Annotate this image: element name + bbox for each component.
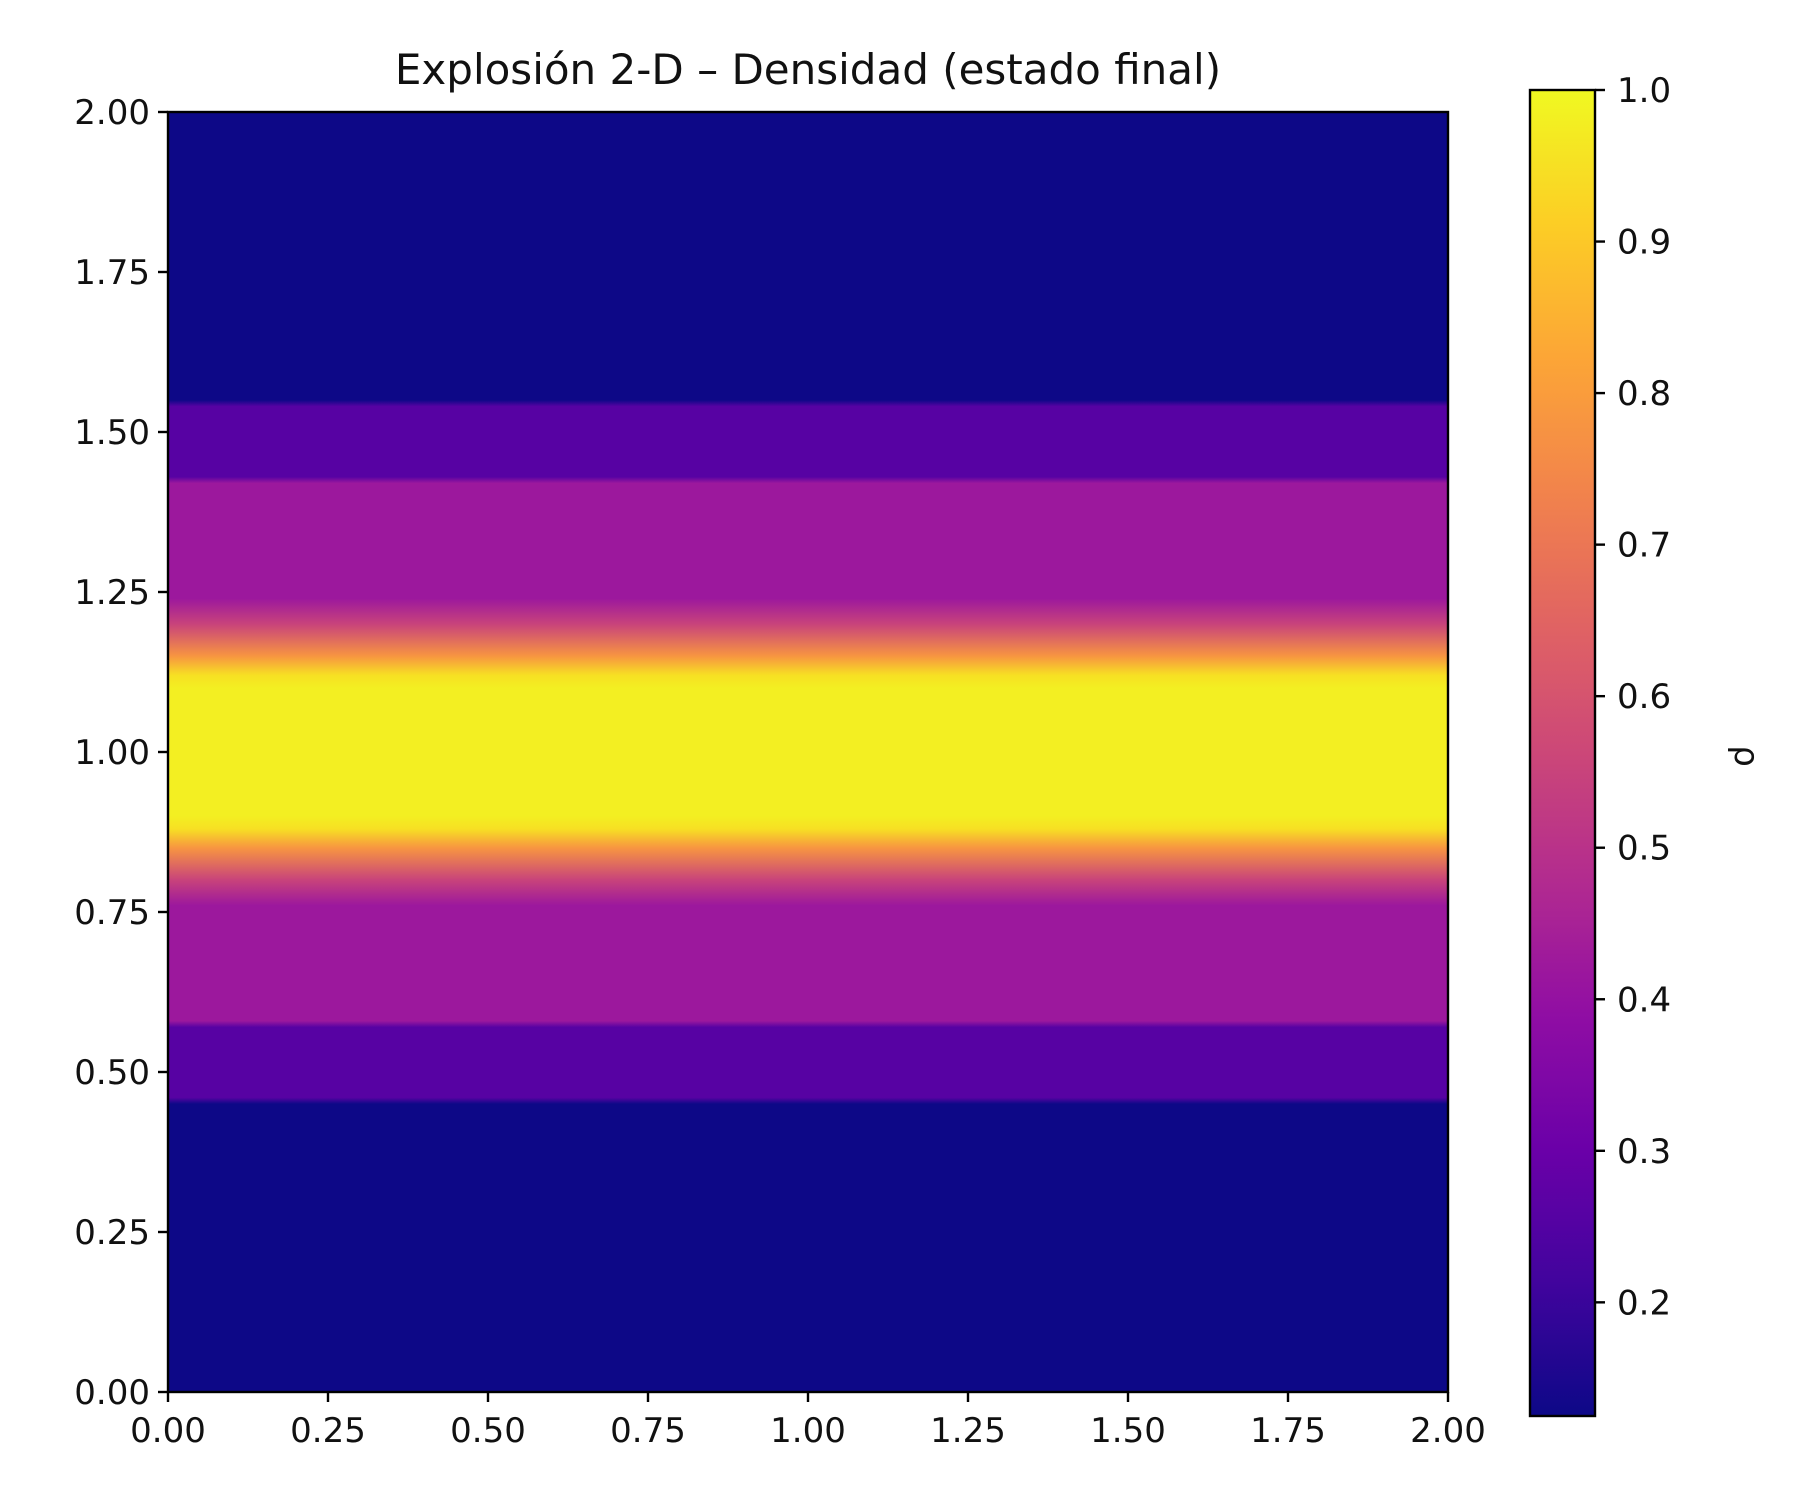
y-tick-label: 0.75 xyxy=(74,893,150,933)
colorbar-tick-label: 0.5 xyxy=(1617,829,1671,869)
x-tick-label: 0.25 xyxy=(290,1411,366,1451)
colorbar-tick-label: 0.6 xyxy=(1617,677,1671,717)
x-tick-label: 0.00 xyxy=(130,1411,206,1451)
y-tick-label: 1.50 xyxy=(74,413,150,453)
colorbar-tick-label: 0.3 xyxy=(1617,1132,1671,1172)
x-tick-label: 1.00 xyxy=(770,1411,846,1451)
colorbar-tick-label: 0.2 xyxy=(1617,1283,1671,1323)
y-tick-label: 2.00 xyxy=(74,93,150,133)
y-axis: 0.00 0.25 0.50 0.75 1.00 1.25 1.50 1.75 2.00 xyxy=(74,93,168,1413)
colorbar: 0.2 0.3 0.4 0.5 0.6 0.7 0.8 0.9 1.0 ρ xyxy=(1528,71,1766,1418)
y-tick-label: 0.50 xyxy=(74,1053,150,1093)
colorbar-ticks: 0.2 0.3 0.4 0.5 0.6 0.7 0.8 0.9 1.0 xyxy=(1595,71,1671,1323)
chart-title: Explosión 2-D – Densidad (estado final) xyxy=(395,45,1221,94)
x-tick-label: 0.75 xyxy=(610,1411,686,1451)
y-tick-label: 1.75 xyxy=(74,253,150,293)
colorbar-label: ρ xyxy=(1726,745,1766,767)
y-tick-label: 1.00 xyxy=(74,733,150,773)
y-tick-label: 0.00 xyxy=(74,1373,150,1413)
plot-area xyxy=(166,110,1450,1394)
colorbar-tick-label: 0.7 xyxy=(1617,526,1671,566)
x-tick-label: 1.50 xyxy=(1090,1411,1166,1451)
x-tick-label: 2.00 xyxy=(1410,1411,1486,1451)
density-field xyxy=(168,112,1448,1392)
x-tick-label: 1.25 xyxy=(930,1411,1006,1451)
y-tick-label: 1.25 xyxy=(74,573,150,613)
colorbar-tick-label: 0.8 xyxy=(1617,374,1671,414)
colorbar-tick-label: 0.4 xyxy=(1617,980,1671,1020)
x-tick-label: 0.50 xyxy=(450,1411,526,1451)
colorbar-tick-label: 1.0 xyxy=(1617,71,1671,111)
x-tick-label: 1.75 xyxy=(1250,1411,1326,1451)
colorbar-fill xyxy=(1530,90,1595,1416)
colorbar-tick-label: 0.9 xyxy=(1617,223,1671,263)
y-tick-label: 0.25 xyxy=(74,1213,150,1253)
colorbar-frame xyxy=(1528,88,1597,1418)
x-axis: 0.00 0.25 0.50 0.75 1.00 1.25 1.50 1.75 2.00 xyxy=(130,1392,1486,1451)
